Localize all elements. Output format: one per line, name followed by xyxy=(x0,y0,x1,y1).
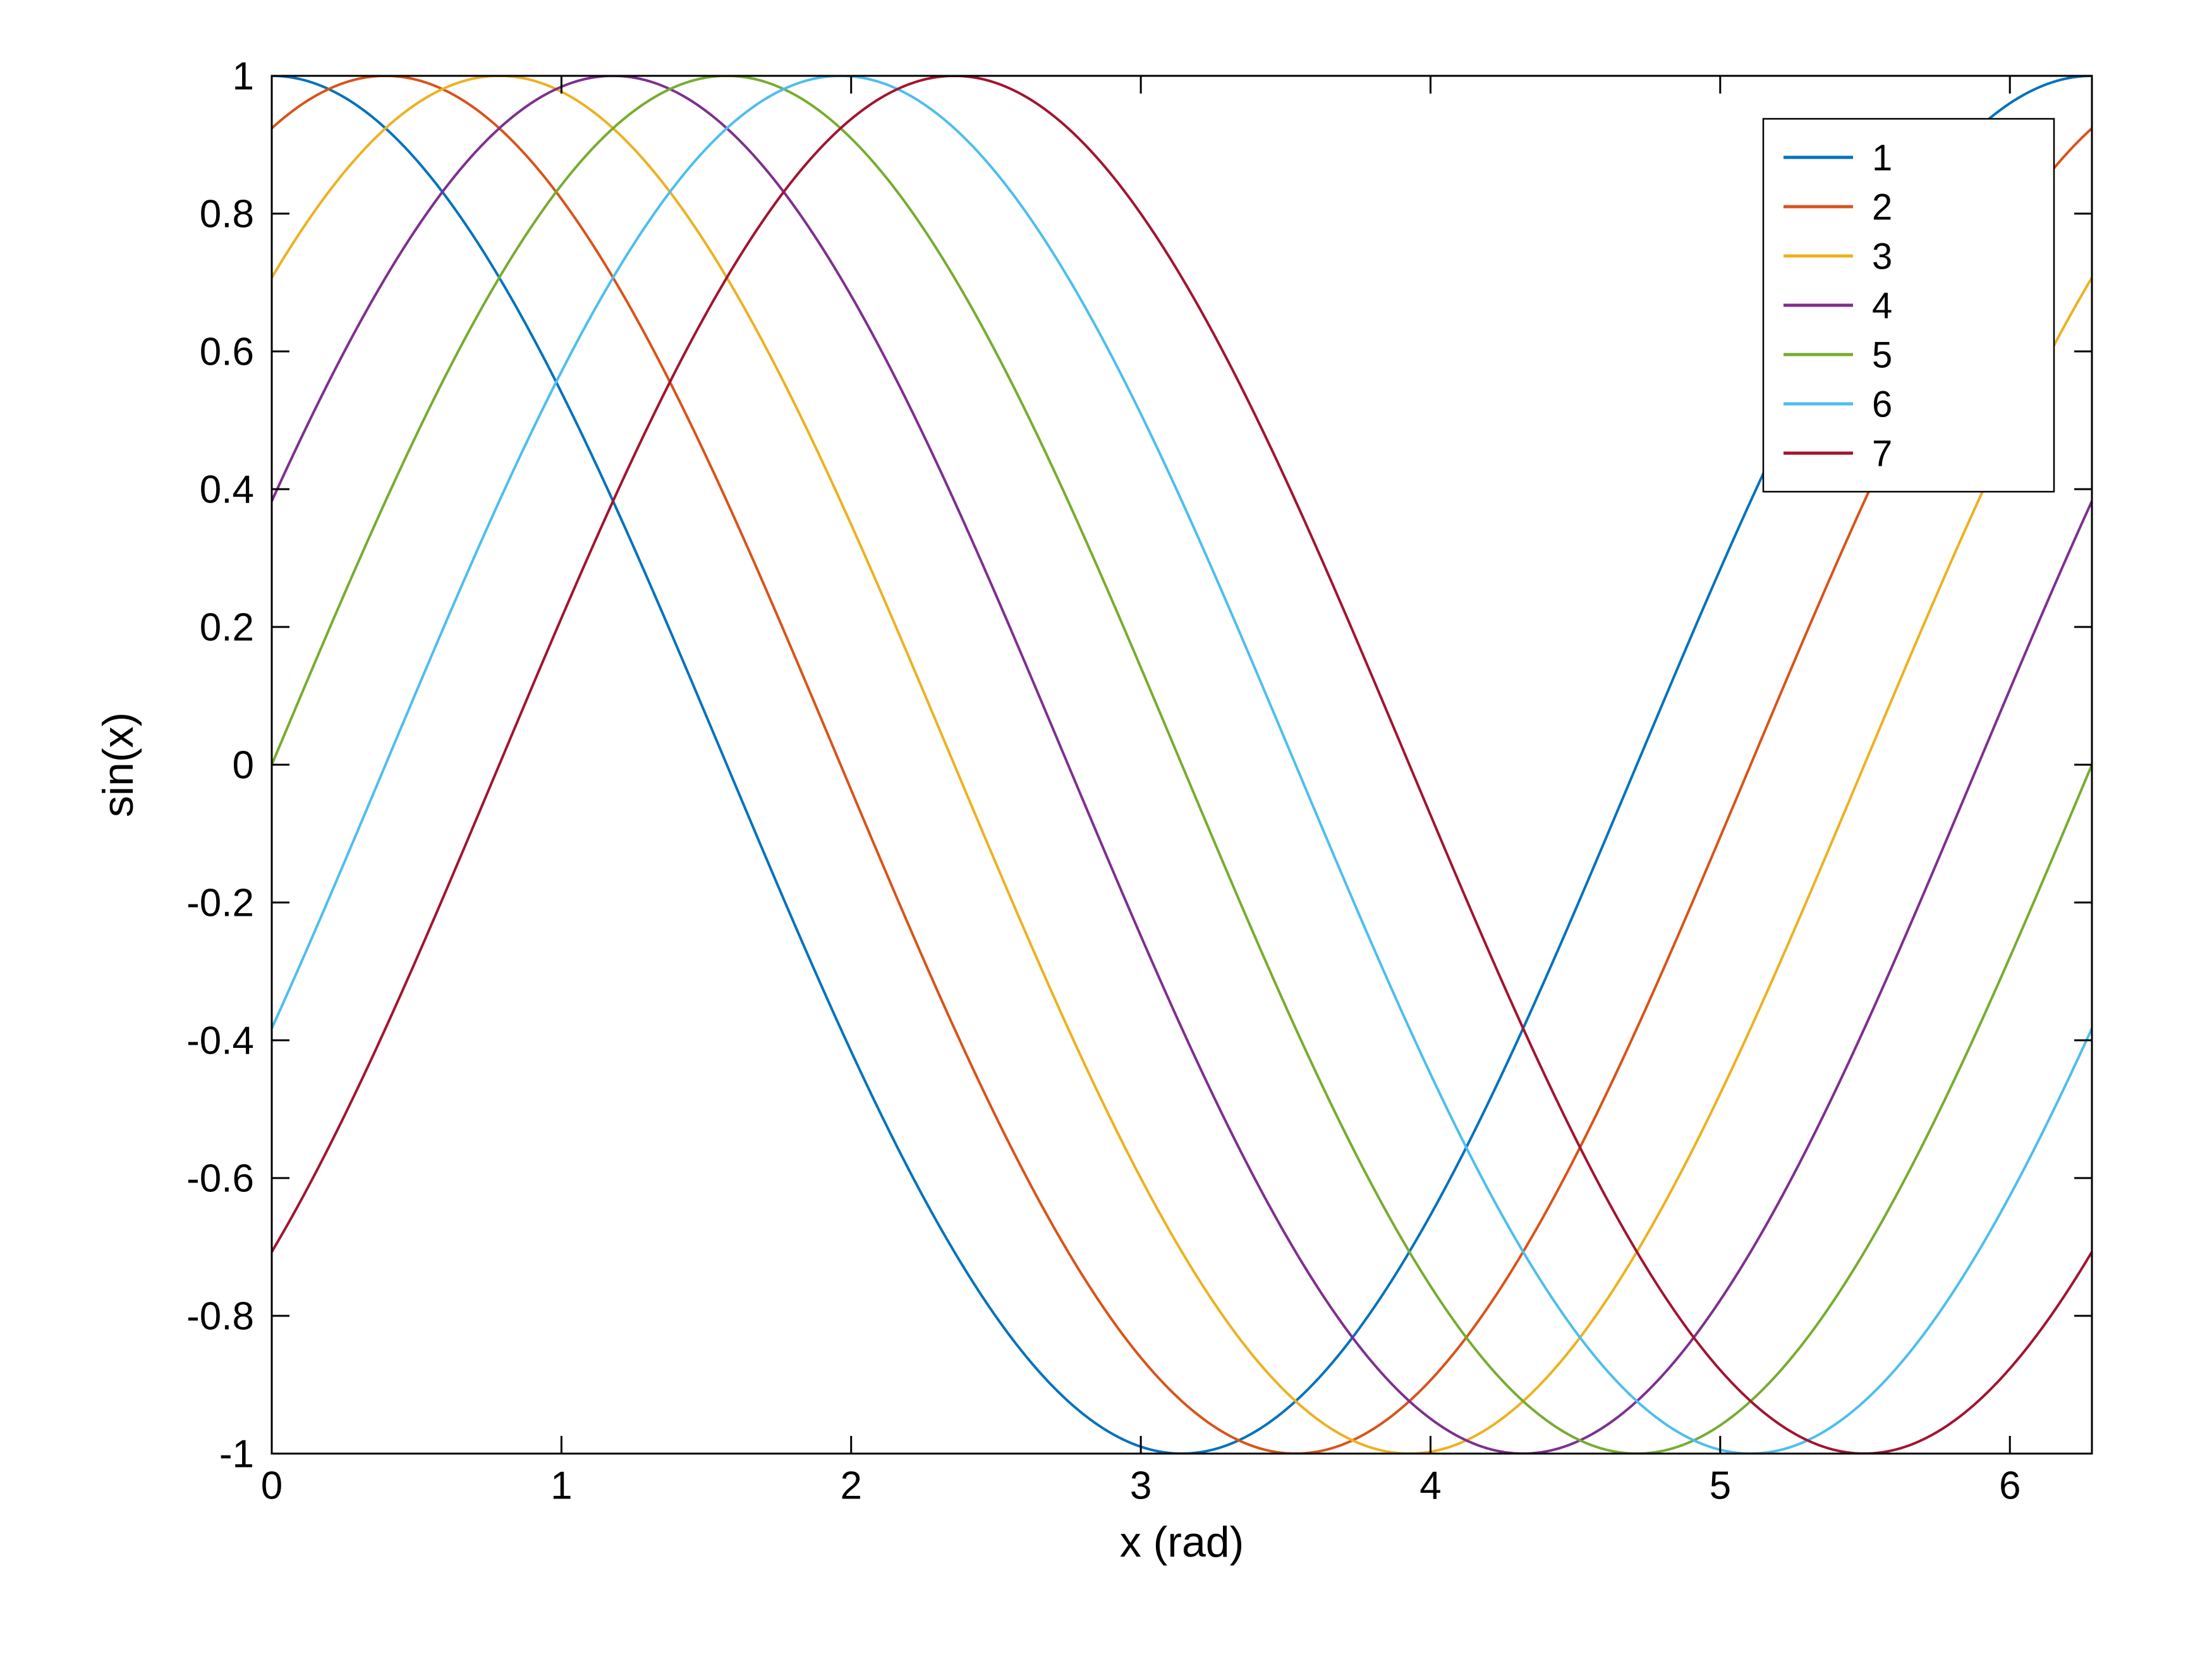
y-tick-label: 0.8 xyxy=(200,193,254,236)
y-tick-label: -0.4 xyxy=(186,1019,254,1063)
x-tick-label: 0 xyxy=(261,1464,283,1507)
legend: 1 2 3 4 5 6 7 xyxy=(1763,119,2054,492)
y-tick-label: 0 xyxy=(233,744,254,787)
y-tick-label: -0.6 xyxy=(186,1157,254,1201)
legend-label-7: 7 xyxy=(1872,433,1892,474)
x-axis-label: x (rad) xyxy=(1120,1518,1244,1566)
y-tick-label: 0.6 xyxy=(200,331,254,374)
line-chart: 0 1 2 3 4 5 6 -1 -0.8 -0.6 -0.4 -0.2 0 0.2 0.4 0.6 0.8 1 x… xyxy=(0,0,2212,1659)
x-tick-label: 3 xyxy=(1130,1464,1152,1507)
y-tick-label: -1 xyxy=(219,1433,254,1476)
y-tick-label: 0.2 xyxy=(200,606,254,650)
legend-label-1: 1 xyxy=(1872,137,1892,178)
x-tick-label: 1 xyxy=(550,1464,572,1507)
y-axis-label: sin(x) xyxy=(94,712,142,817)
x-tick-label: 6 xyxy=(1999,1464,2021,1507)
legend-label-5: 5 xyxy=(1872,334,1892,375)
legend-label-3: 3 xyxy=(1872,236,1892,277)
y-tick-label: 0.4 xyxy=(200,468,254,512)
chart-container: 0 1 2 3 4 5 6 -1 -0.8 -0.6 -0.4 -0.2 0 0.2 0.4 0.6 0.8 1 x… xyxy=(0,0,2212,1659)
legend-label-4: 4 xyxy=(1872,285,1892,326)
x-tick-label: 2 xyxy=(840,1464,861,1507)
legend-label-2: 2 xyxy=(1872,186,1892,228)
y-tick-label: 1 xyxy=(233,55,254,99)
x-tick-label: 4 xyxy=(1419,1464,1441,1507)
x-tick-label: 5 xyxy=(1710,1464,1731,1507)
y-tick-label: -0.2 xyxy=(186,882,254,925)
y-tick-label: -0.8 xyxy=(186,1295,254,1339)
legend-label-6: 6 xyxy=(1872,384,1892,425)
